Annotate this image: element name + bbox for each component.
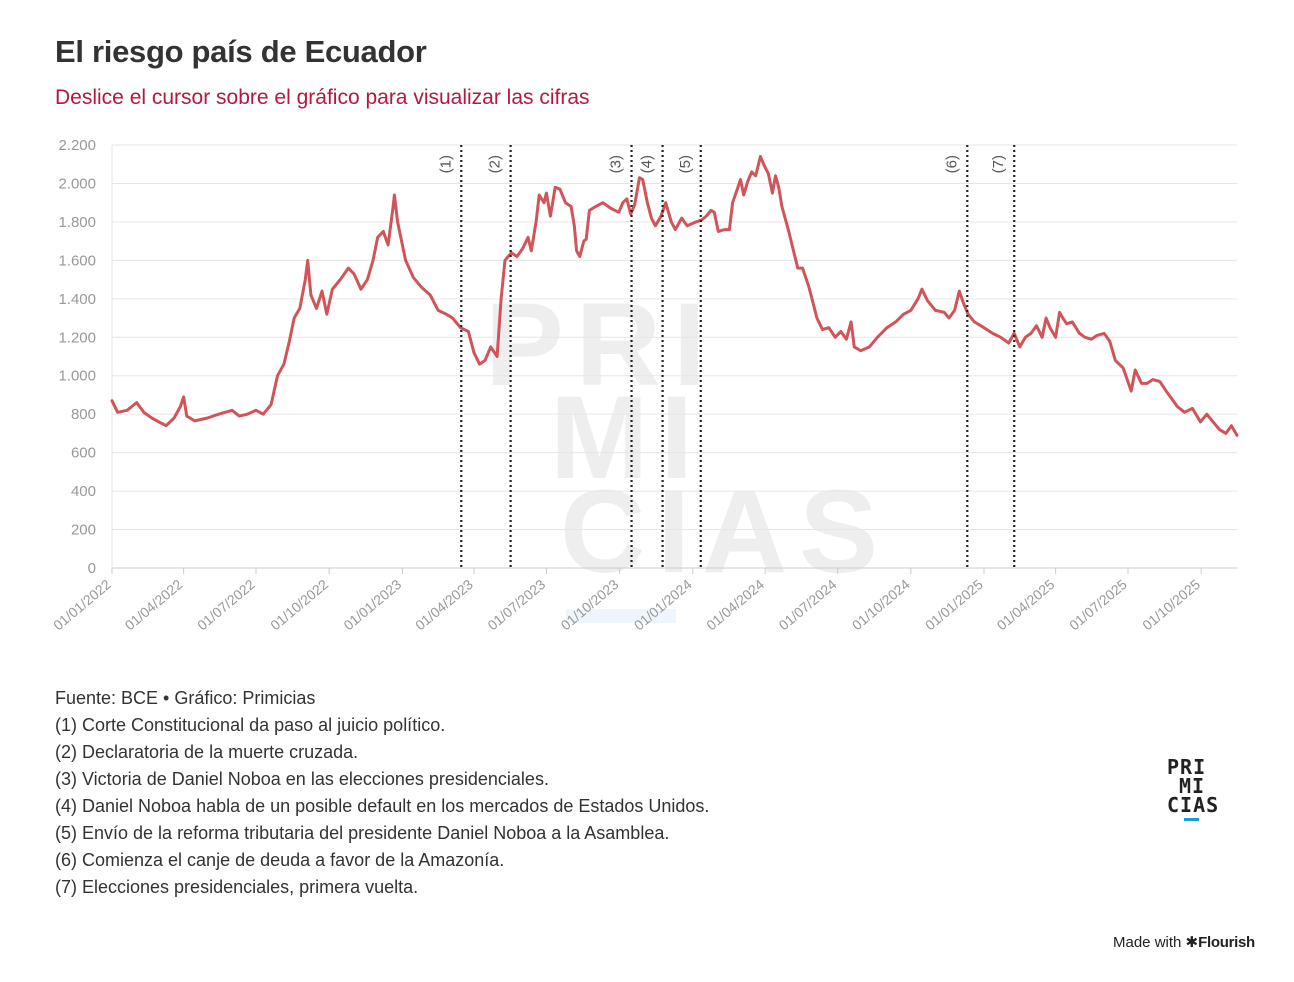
y-tick-label: 1.000 <box>58 368 96 385</box>
watermark-text: CIAS <box>560 466 890 598</box>
event-label: (7) <box>990 155 1007 173</box>
event-note: (5) Envío de la reforma tributaria del p… <box>55 823 670 843</box>
y-tick-label: 1.200 <box>58 329 96 346</box>
y-tick-label: 600 <box>71 445 96 462</box>
event-note: (7) Elecciones presidenciales, primera v… <box>55 877 419 897</box>
y-axis-ticks: 0 200 400 600 800 1.000 1.200 1.400 1.600 1.800 2.… <box>58 137 96 577</box>
source-note: Fuente: BCE • Gráfico: Primicias <box>55 688 316 708</box>
event-note: (1) Corte Constitucional da paso al juic… <box>55 715 446 735</box>
logo-accent-bar <box>1184 818 1199 821</box>
y-tick-label: 0 <box>88 560 96 577</box>
x-tick-label: 01/07/2022 <box>194 576 258 633</box>
x-tick-label: 01/04/2023 <box>412 576 476 633</box>
event-label: (3) <box>608 155 625 173</box>
series-layer <box>110 155 1239 437</box>
made-with-flourish[interactable]: Made with ✱Flourish <box>1113 933 1255 951</box>
event-label: (1) <box>437 155 454 173</box>
x-tick-label: 01/01/2025 <box>922 576 986 633</box>
y-tick-label: 1.800 <box>58 214 96 231</box>
chart-title: El riesgo país de Ecuador <box>55 34 427 69</box>
y-tick-label: 1.600 <box>58 252 96 269</box>
primicias-logo: PRI MI CIAS <box>1167 755 1220 817</box>
watermark-accent-bar <box>566 609 676 623</box>
x-tick-label: 01/04/2022 <box>122 576 186 633</box>
event-label: (6) <box>943 155 960 173</box>
chart-notes: Fuente: BCE • Gráfico: Primicias (1) Cor… <box>55 685 709 901</box>
x-tick-label: 01/07/2025 <box>1066 576 1130 633</box>
logo-line: PRI <box>1167 755 1207 779</box>
x-tick-label: 01/04/2025 <box>994 576 1058 633</box>
event-label: (4) <box>639 155 656 173</box>
x-tick-label: 01/01/2023 <box>340 576 404 633</box>
flourish-brand: Flourish <box>1198 934 1255 951</box>
x-tick-label: 01/07/2023 <box>484 576 548 633</box>
series-line-riesgo-pais <box>110 155 1239 437</box>
x-tick-label: 01/01/2022 <box>50 576 114 633</box>
event-label: (5) <box>677 155 694 173</box>
y-tick-label: 200 <box>71 522 96 539</box>
asterisk-icon: ✱ <box>1185 934 1199 951</box>
y-tick-label: 2.200 <box>58 137 96 154</box>
made-with-text: Made with <box>1113 934 1182 951</box>
watermark-text: MI <box>550 372 705 504</box>
logo-line: MI <box>1179 774 1206 798</box>
event-note: (2) Declaratoria de la muerte cruzada. <box>55 742 359 762</box>
event-markers: (1) (2) (3) (4) (5) (6) (7) <box>437 145 1016 568</box>
event-label: (2) <box>487 155 504 173</box>
event-note: (3) Victoria de Daniel Noboa en las elec… <box>55 769 549 789</box>
watermark-text: PRI <box>485 279 718 411</box>
y-gridlines <box>112 144 1237 569</box>
x-tick-label: 01/10/2022 <box>267 576 331 633</box>
logo-line: CIAS <box>1167 793 1220 817</box>
chart-subtitle: Deslice el cursor sobre el gráfico para … <box>55 86 590 109</box>
event-note: (6) Comienza el canje de deuda a favor d… <box>55 850 505 870</box>
y-tick-label: 1.400 <box>58 291 96 308</box>
y-tick-label: 800 <box>71 406 96 423</box>
x-tick-label: 01/10/2025 <box>1139 576 1203 633</box>
y-tick-label: 400 <box>71 483 96 500</box>
y-tick-label: 2.000 <box>58 175 96 192</box>
event-note: (4) Daniel Noboa habla de un posible def… <box>55 796 710 816</box>
